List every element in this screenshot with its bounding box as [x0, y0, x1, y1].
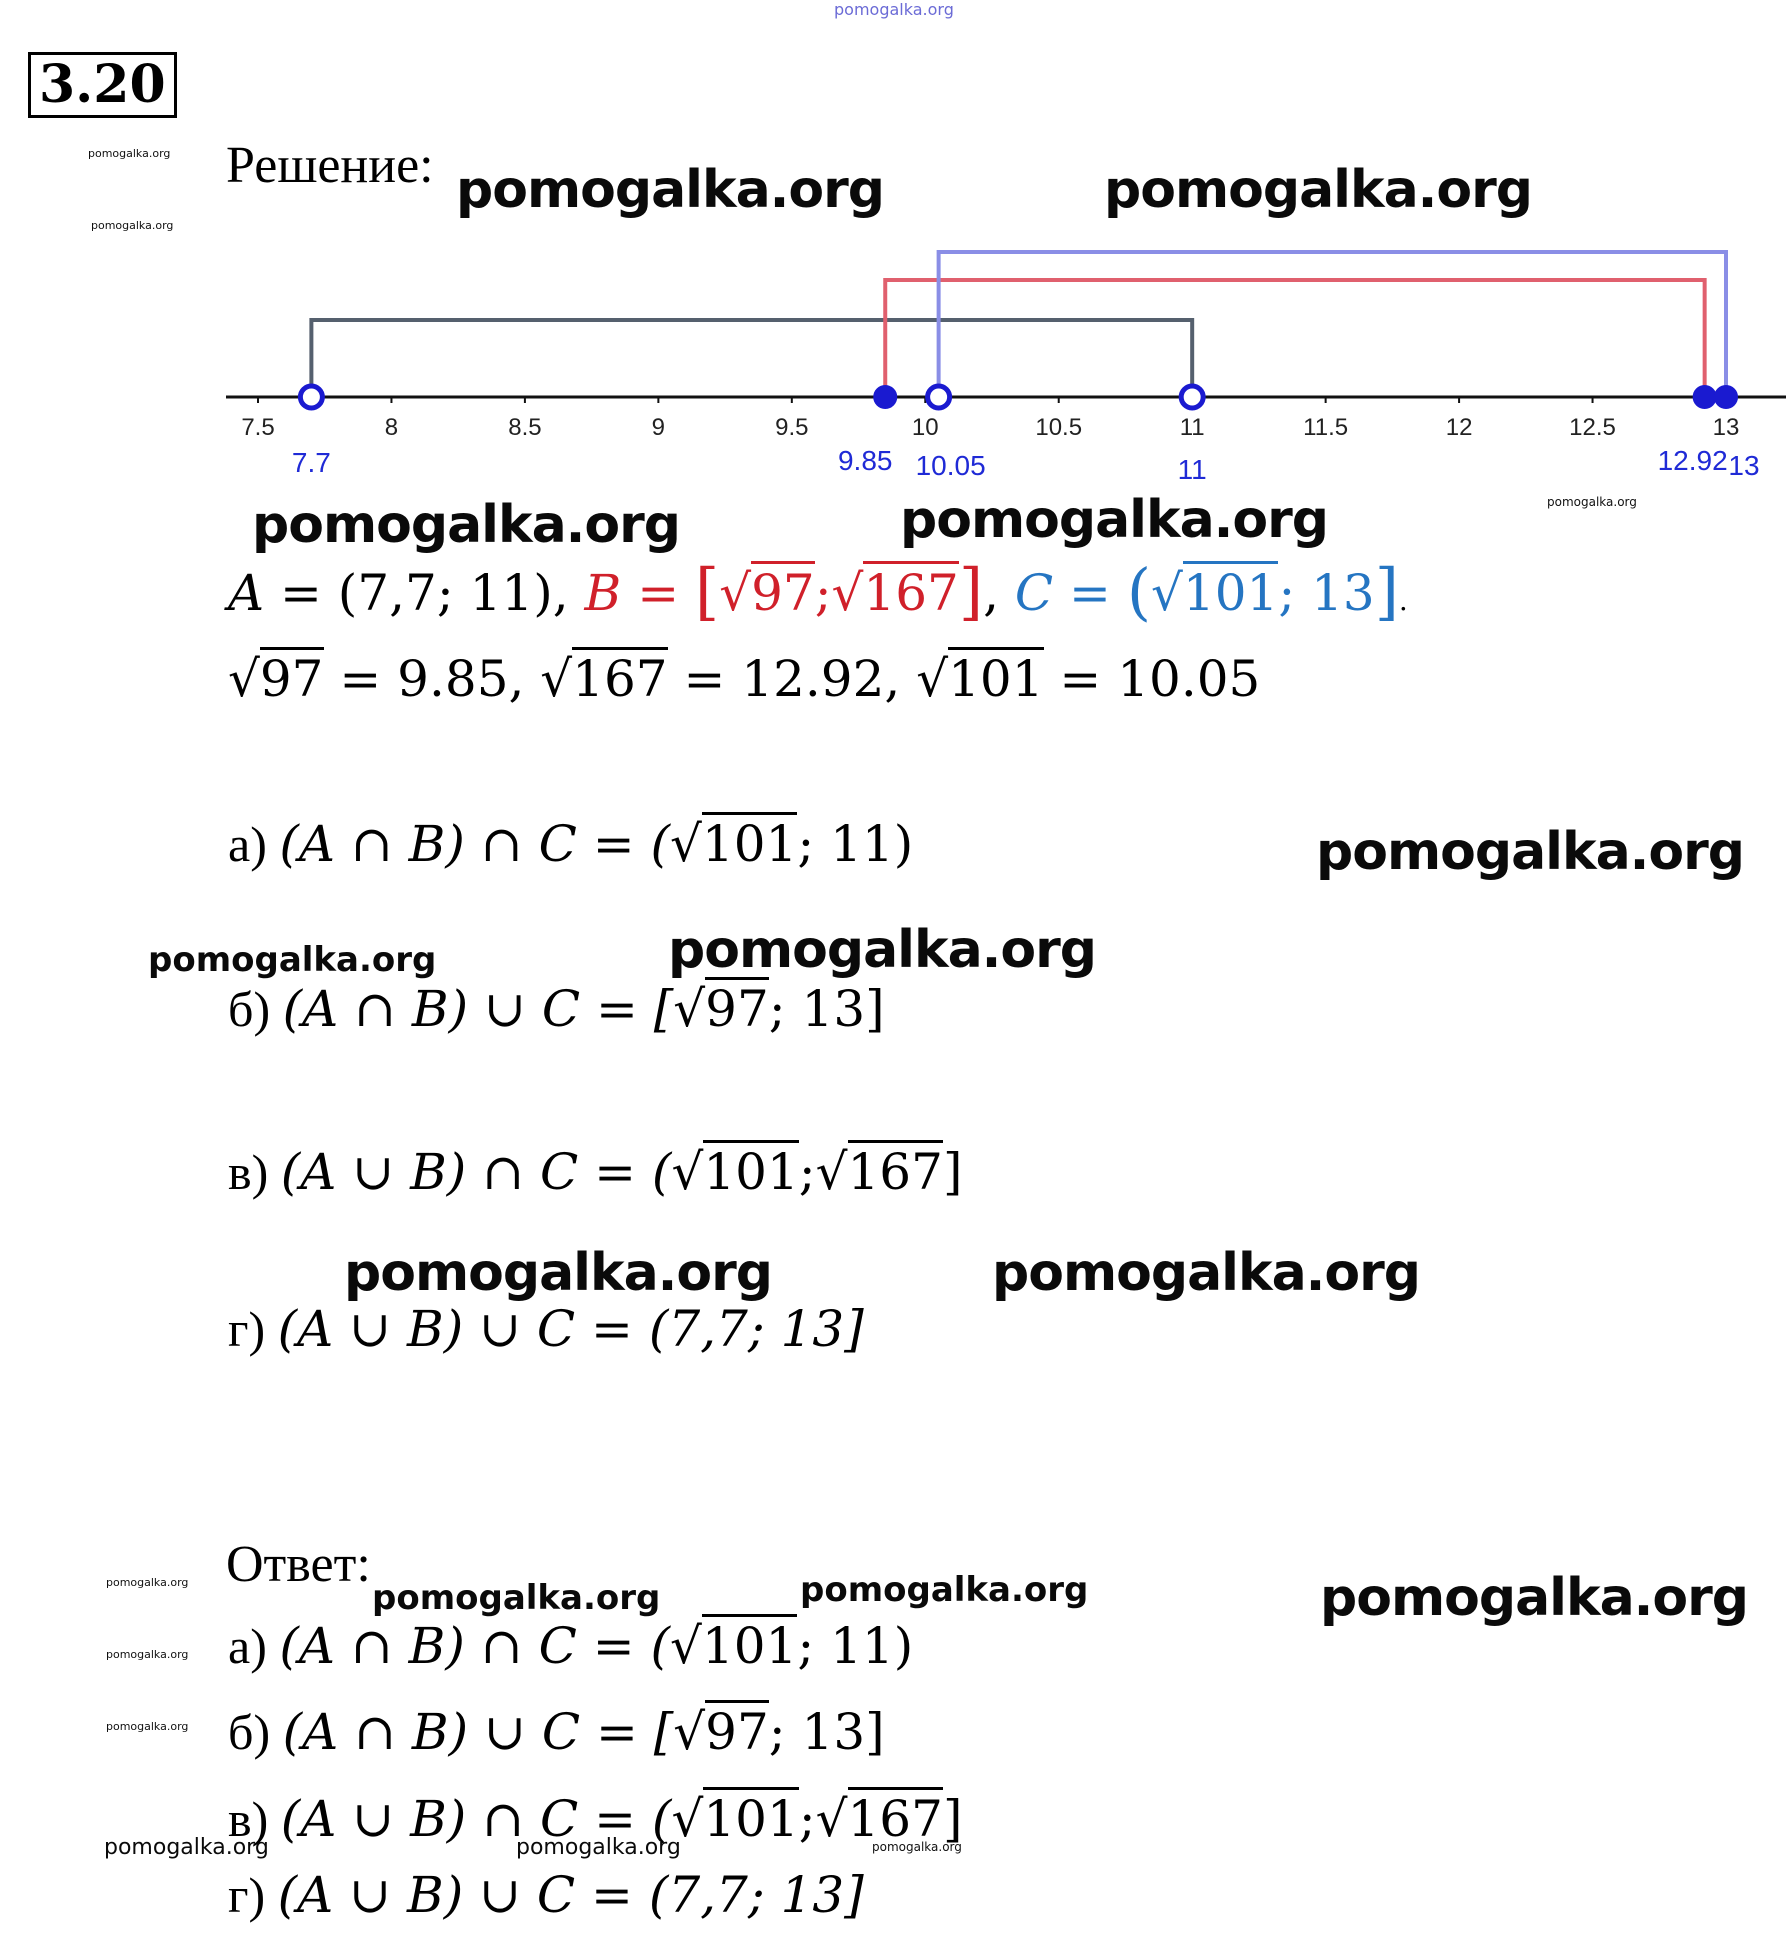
tick-label: 10 [912, 414, 939, 441]
problem-number: 3.20 [28, 52, 177, 118]
tick-label: 7.5 [241, 414, 274, 441]
point-12.92 [1692, 385, 1717, 409]
watermark-big: pomogalka.org [1320, 1568, 1749, 1628]
watermark-big: pomogalka.org [1316, 822, 1745, 882]
answer-item-v: в) (A ∪ B) ∩ C = (√101;√167] [228, 1787, 962, 1848]
watermark-small: pomogalka.org [106, 1720, 189, 1733]
point-label: 10.05 [916, 450, 986, 481]
tick-label: 12.5 [1569, 414, 1616, 441]
answer-label: Ответ: [226, 1536, 371, 1593]
watermark-medium: pomogalka.org [800, 1570, 1089, 1610]
point-label: 7.7 [292, 447, 331, 478]
tick-label: 12 [1446, 414, 1473, 441]
watermark-top: pomogalka.org [834, 0, 954, 19]
point-13 [1714, 385, 1738, 409]
watermark-medium: pomogalka.org [104, 1835, 269, 1860]
point-label: 13 [1728, 450, 1759, 481]
interval-c [936, 250, 1728, 397]
roots-values: √97 = 9.85, √167 = 12.92, √101 = 10.05 [228, 647, 1260, 708]
tick-label: 9 [652, 414, 665, 441]
watermark-small: pomogalka.org [872, 1840, 962, 1854]
tick-label: 9.5 [775, 414, 808, 441]
tick-label: 10.5 [1035, 414, 1082, 441]
answer-item-a: а) (A ∩ B) ∩ C = (√101; 11) [228, 1614, 913, 1675]
tick-label: 11.5 [1303, 414, 1348, 441]
tick-label: 11 [1180, 414, 1205, 441]
set-definitions: A = (7,7; 11), B = [√97;√167], C = (√101… [228, 555, 1408, 628]
point-label: 11 [1178, 454, 1207, 485]
watermark-big: pomogalka.org [1104, 160, 1533, 220]
watermark-small: pomogalka.org [88, 147, 171, 160]
solution-item-v: в) (A ∪ B) ∩ C = (√101;√167] [228, 1140, 962, 1201]
watermark-big: pomogalka.org [668, 920, 1097, 980]
solution-item-g: г) (A ∪ B) ∪ C = (7,7; 13] [228, 1300, 864, 1358]
watermark-big: pomogalka.org [456, 160, 885, 220]
watermark-big: pomogalka.org [252, 495, 681, 555]
watermark-big: pomogalka.org [344, 1243, 773, 1303]
watermark-small: pomogalka.org [91, 219, 174, 232]
tick-label: 13 [1713, 414, 1740, 441]
tick-label: 8.5 [508, 414, 541, 441]
point-9.85 [873, 385, 898, 409]
watermark-small: pomogalka.org [106, 1576, 189, 1589]
watermark-big: pomogalka.org [992, 1243, 1421, 1303]
point-label: 12.92 [1658, 445, 1728, 476]
watermark-medium: pomogalka.org [516, 1835, 681, 1860]
answer-item-b: б) (A ∩ B) ∪ C = [√97; 13] [228, 1700, 885, 1761]
tick-label: 8 [385, 414, 398, 441]
watermark-big: pomogalka.org [900, 490, 1329, 550]
point-10.05 [925, 383, 953, 411]
solution-item-a: а) (A ∩ B) ∩ C = (√101; 11) [228, 812, 913, 873]
solution-label: Решение: [226, 137, 434, 194]
interval-b [883, 278, 1707, 397]
set-c-definition: C = (√101; 13] [1014, 555, 1399, 628]
set-a-definition: A = (7,7; 11) [228, 564, 553, 622]
watermark-medium: pomogalka.org [148, 940, 437, 980]
watermark-medium: pomogalka.org [372, 1578, 661, 1618]
set-b-definition: B = [√97;√167] [584, 555, 984, 628]
interval-a [309, 318, 1195, 397]
number-line-chart: 7.5 8 8.5 9 9.5 10 10.5 11 11.5 12 12.5 13 7.7 9.85 1… [226, 250, 1786, 485]
answer-item-g: г) (A ∪ B) ∪ C = (7,7; 13] [228, 1866, 864, 1924]
watermark-small: pomogalka.org [106, 1648, 189, 1661]
watermark-small: pomogalka.org [1547, 495, 1637, 509]
point-7.7 [297, 383, 325, 411]
point-11 [1178, 383, 1206, 411]
solution-item-b: б) (A ∩ B) ∪ C = [√97; 13] [228, 977, 885, 1038]
point-label: 9.85 [838, 445, 893, 476]
